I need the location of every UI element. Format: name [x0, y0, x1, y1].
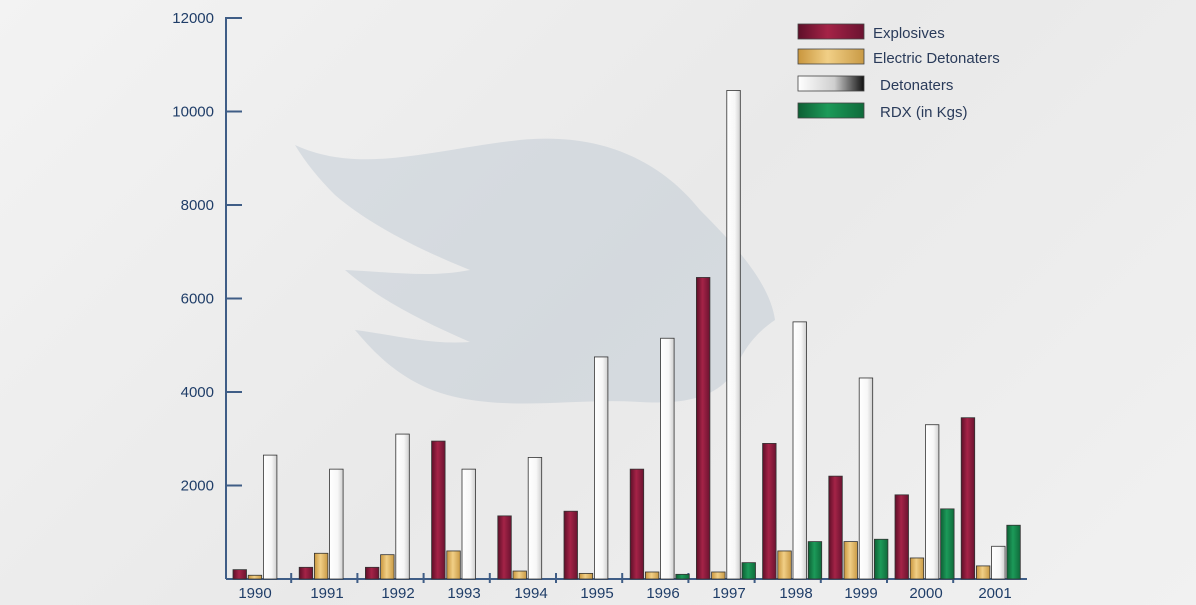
bar-detonaters-1999	[858, 377, 874, 580]
bar-explosives-1996	[629, 468, 645, 580]
bar-detonaters-1991	[329, 468, 344, 580]
x-tick-label: 1991	[310, 585, 343, 602]
bar-detonaters-1997	[726, 90, 741, 580]
y-tick-label: 8000	[181, 197, 214, 214]
y-tick-label: 10000	[172, 104, 214, 121]
bars-group	[232, 90, 1021, 580]
x-tick-label: 1994	[514, 585, 547, 602]
bar-electric-1991	[313, 552, 329, 580]
x-tick-label: 2000	[909, 585, 942, 602]
bar-electric-1993	[446, 550, 461, 580]
legend: Explosives Electric Detonaters Detonaters R…	[797, 23, 1000, 121]
bar-explosives-1992	[364, 566, 380, 580]
legend-label-detonaters: Detonaters	[880, 77, 953, 94]
bar-electric-2000	[909, 557, 925, 580]
x-tick-label: 2001	[978, 585, 1011, 602]
bar-rdx-1999	[874, 538, 889, 580]
bar-electric-2001	[976, 565, 991, 580]
bar-rdx-2000	[940, 508, 955, 580]
x-tick-label: 1997	[712, 585, 745, 602]
bar-explosives-1999	[828, 475, 843, 580]
bar-explosives-1995	[563, 510, 578, 580]
bar-explosives-2000	[894, 494, 909, 580]
bar-detonaters-1998	[792, 321, 807, 580]
x-tick-label: 1995	[580, 585, 613, 602]
legend-swatch-detonaters	[797, 75, 865, 92]
y-tick-label: 6000	[181, 291, 214, 308]
x-tick-label: 1992	[381, 585, 414, 602]
x-tick-label: 1993	[447, 585, 480, 602]
bar-detonaters-1994	[527, 457, 543, 580]
bar-explosives-1994	[497, 515, 512, 580]
bar-electric-1994	[512, 570, 527, 580]
bar-detonaters-2000	[925, 424, 940, 580]
y-tick-label: 4000	[181, 384, 214, 401]
bar-detonaters-1990	[262, 454, 278, 580]
bar-electric-1996	[645, 571, 660, 580]
bar-rdx-1997	[741, 562, 756, 580]
y-tick-label: 12000	[172, 10, 214, 27]
bar-explosives-2001	[960, 417, 976, 580]
bar-electric-1997	[711, 571, 726, 580]
bar-rdx-1998	[807, 541, 823, 580]
legend-swatch-rdx	[797, 102, 865, 119]
bar-explosives-1998	[762, 443, 777, 580]
bar-detonaters-1993	[461, 468, 476, 580]
bar-electric-1998	[777, 550, 792, 580]
y-axis: 2000 4000 6000 8000 10000 12000	[172, 10, 242, 495]
x-tick-label: 1996	[646, 585, 679, 602]
legend-swatch-electric	[797, 48, 865, 65]
legend-label-rdx: RDX (in Kgs)	[880, 104, 968, 121]
x-tick-label: 1990	[238, 585, 271, 602]
bar-detonaters-1996	[660, 337, 675, 580]
bar-explosives-1993	[431, 440, 446, 580]
eagle-watermark-icon	[295, 138, 775, 404]
y-tick-label: 2000	[181, 478, 214, 495]
bar-detonaters-1995	[594, 356, 609, 580]
bar-explosives-1991	[298, 566, 314, 580]
bar-rdx-2001	[1006, 524, 1021, 580]
bar-detonaters-1992	[395, 433, 410, 580]
bar-explosives-1997	[696, 277, 711, 580]
legend-swatch-explosives	[797, 23, 865, 40]
bar-electric-1995	[578, 572, 594, 580]
bar-detonaters-2001	[991, 545, 1006, 580]
bar-rdx-1996	[675, 573, 690, 580]
legend-label-explosives: Explosives	[873, 25, 945, 42]
x-tick-label: 1999	[844, 585, 877, 602]
bar-electric-1990	[247, 574, 263, 580]
x-tick-label: 1998	[779, 585, 812, 602]
bar-electric-1992	[380, 554, 395, 580]
legend-label-electric: Electric Detonaters	[873, 50, 1000, 67]
x-axis: 1990 1991 1992 1993 1994 1995 1996 1997 1998 1999…	[238, 573, 1012, 602]
bar-electric-1999	[843, 541, 858, 580]
bar-explosives-1990	[232, 569, 247, 580]
